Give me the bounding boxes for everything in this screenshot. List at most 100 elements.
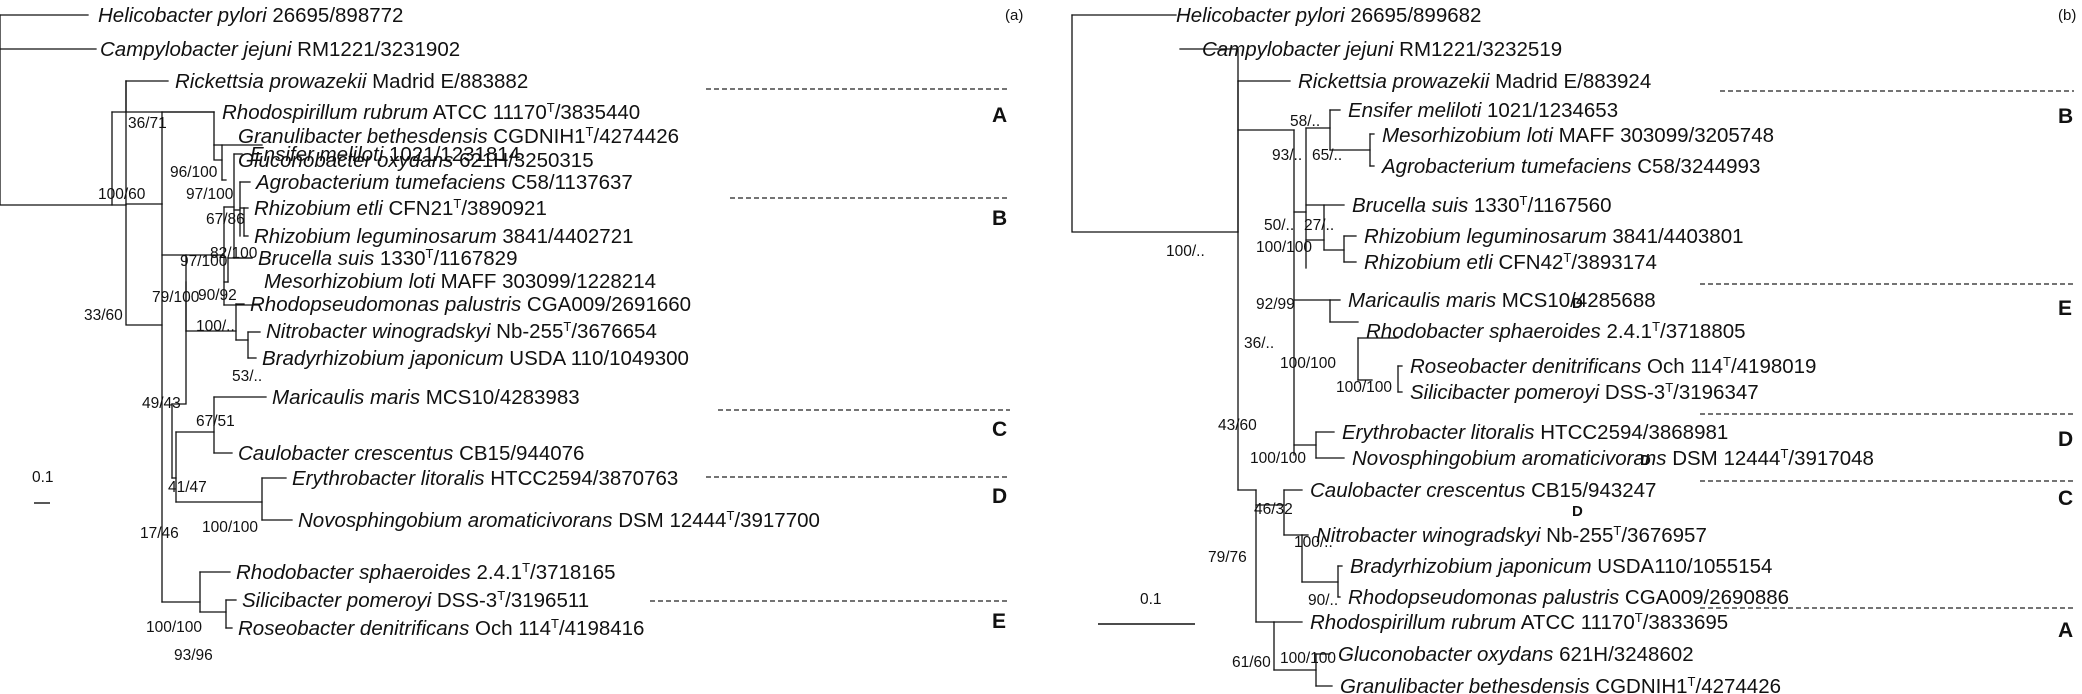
taxon-label: Rhizobium etli CFN42T/3893174 (1364, 250, 1657, 275)
taxon-label: Maricaulis maris MCS10/4283983 (272, 386, 580, 409)
support-value: 65/.. (1312, 147, 1342, 164)
taxon-label: Campylobacter jejuni RM1221/3231902 (100, 38, 460, 61)
taxon-label: Bradyrhizobium japonicum USDA110/1055154 (1350, 555, 1772, 578)
taxon-label: Nitrobacter winogradskyi Nb-255T/3676654 (266, 319, 657, 344)
tree-a-branches (0, 14, 293, 629)
support-value: 27/.. (1304, 217, 1334, 234)
taxon-label: Agrobacterium tumefaciens C58/1137637 (254, 171, 633, 194)
support-value: 67/51 (196, 413, 235, 430)
scale-bar-b: 0.1 (1098, 591, 1195, 625)
taxon-label: Granulibacter bethesdensis CGDNIH1T/4274… (238, 124, 679, 149)
inline-clade-mark: D (1572, 503, 1583, 520)
support-value: 82/100 (210, 245, 258, 262)
branch (1071, 14, 1239, 233)
taxon-label: Mesorhizobium loti MAFF 303099/1228214 (264, 270, 656, 293)
taxon-label: Brucella suis 1330T/1167560 (1352, 193, 1611, 218)
support-value: 100/60 (98, 186, 146, 203)
support-value: 36/.. (1244, 335, 1274, 352)
tree-b-clades: B E D C A D D D (1572, 90, 2074, 642)
taxon-label: Maricaulis maris MCS10/4285688 (1348, 289, 1656, 312)
taxon-label: Helicobacter pylori 26695/898772 (98, 4, 403, 27)
support-value: 93/.. (1272, 147, 1302, 164)
support-value: 100/.. (196, 318, 235, 335)
taxon-label: Gluconobacter oxydans 621H/3248602 (1338, 643, 1694, 666)
support-value: 79/100 (152, 289, 200, 306)
taxon-label: Rickettsia prowazekii Madrid E/883882 (175, 70, 528, 93)
scale-bar-a: 0.1 (32, 469, 54, 504)
taxon-label: Novosphingobium aromaticivorans DSM 1244… (298, 508, 820, 533)
tree-b: (b) (1071, 4, 2076, 694)
support-value: 41/47 (168, 479, 207, 496)
panel-label-b: (b) (2058, 7, 2076, 24)
taxon-label: Rhizobium etli CFN21T/3890921 (254, 196, 547, 221)
taxon-label: Rhodospirillum rubrum ATCC 11170T/383369… (1310, 610, 1728, 635)
clade-letter: B (2058, 105, 2073, 128)
support-value: 100/.. (1166, 243, 1205, 260)
clade-letter: C (2058, 487, 2073, 510)
clade-letter: D (992, 485, 1007, 508)
support-value: 36/71 (128, 115, 167, 132)
support-value: 100/100 (1280, 650, 1336, 667)
taxon-label: Helicobacter pylori 26695/899682 (1176, 4, 1481, 27)
taxon-label: Novosphingobium aromaticivorans DSM 1244… (1352, 446, 1874, 471)
scale-label: 0.1 (1140, 591, 1162, 608)
support-value: 61/60 (1232, 654, 1271, 671)
inline-clade-mark: D (1640, 452, 1651, 469)
tree-b-branches (1071, 14, 1403, 687)
taxon-label: Caulobacter crescentus CB15/944076 (238, 442, 584, 465)
taxon-label: Ensifer meliloti 1021/1231814 (250, 143, 520, 166)
taxon-label: Rhodopseudomonas palustris CGA009/269088… (1348, 586, 1789, 609)
support-value: 49/43 (142, 395, 181, 412)
taxon-label: Agrobacterium tumefaciens C58/3244993 (1380, 155, 1760, 178)
support-value: 79/76 (1208, 549, 1247, 566)
support-value: 100/100 (1336, 379, 1392, 396)
support-value: 43/60 (1218, 417, 1257, 434)
taxon-label: Silicibacter pomeroyi DSS-3T/3196347 (1410, 380, 1759, 405)
taxon-label: Bradyrhizobium japonicum USDA 110/104930… (262, 347, 689, 370)
branch (0, 14, 127, 206)
taxon-label: Caulobacter crescentus CB15/943247 (1310, 479, 1656, 502)
branch (1237, 48, 1291, 82)
support-value: 17/46 (140, 525, 179, 542)
taxon-label: Silicibacter pomeroyi DSS-3T/3196511 (242, 588, 589, 613)
support-value: 93/96 (174, 647, 213, 664)
tree-b-taxa: Helicobacter pylori 26695/899682 Campylo… (1176, 4, 1874, 694)
support-value: 100/100 (1256, 239, 1312, 256)
taxon-label: Rhodobacter sphaeroides 2.4.1T/3718805 (1366, 319, 1746, 344)
inline-clade-mark: D (1572, 295, 1583, 312)
support-value: 100/100 (146, 619, 202, 636)
support-value: 100/100 (202, 519, 258, 536)
branch (125, 80, 163, 326)
taxon-label: Roseobacter denitrificans Och 114T/41984… (238, 616, 644, 641)
support-value: 90/.. (1308, 592, 1338, 609)
taxon-label: Rhodospirillum rubrum ATCC 11170T/383544… (222, 100, 640, 125)
support-value: 58/.. (1290, 113, 1320, 130)
clade-letter: D (2058, 428, 2073, 451)
clade-letter: A (992, 104, 1007, 127)
support-value: 100/100 (1250, 450, 1306, 467)
support-value: 100/100 (1280, 355, 1336, 372)
branch (171, 254, 187, 405)
panel-label-a: (a) (1005, 7, 1023, 24)
taxon-label: Rickettsia prowazekii Madrid E/883924 (1298, 70, 1651, 93)
taxon-label: Brucella suis 1330T/1167829 (258, 246, 517, 271)
branch (213, 144, 223, 161)
clade-letter: E (992, 610, 1006, 633)
tree-a: (a) (0, 4, 1023, 664)
taxon-label: Rhizobium leguminosarum 3841/4402721 (254, 225, 634, 248)
support-value: 92/99 (1256, 296, 1295, 313)
scale-label: 0.1 (32, 469, 54, 486)
taxon-label: Campylobacter jejuni RM1221/3232519 (1202, 38, 1562, 61)
support-value: 96/100 (170, 164, 218, 181)
taxon-label: Gluconobacter oxydans 621H/3250315 (238, 149, 594, 172)
support-value: 97/100 (180, 253, 228, 270)
taxon-label: Erythrobacter litoralis HTCC2594/3870763 (292, 467, 678, 490)
clade-letter: B (992, 207, 1007, 230)
clade-letter: E (2058, 297, 2072, 320)
taxon-label: Granulibacter bethesdensis CGDNIH1T/4274… (1340, 674, 1781, 694)
tree-a-support: 36/71 96/100 100/60 97/100 67/86 97/100 … (84, 115, 262, 664)
clade-letter: C (992, 418, 1007, 441)
support-value: 90/92 (198, 287, 237, 304)
clade-letter: A (2058, 619, 2073, 642)
